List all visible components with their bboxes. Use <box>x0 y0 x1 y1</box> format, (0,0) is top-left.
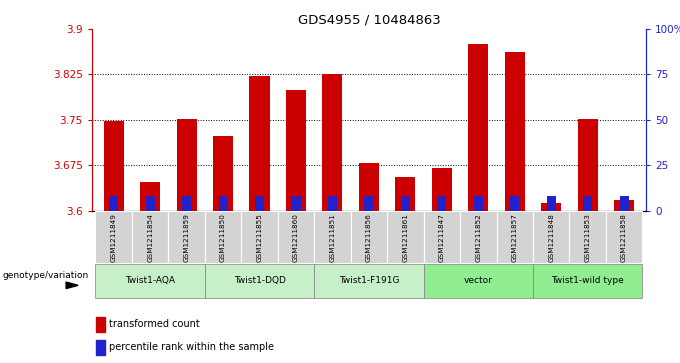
Text: Twist1-AQA: Twist1-AQA <box>125 276 175 285</box>
Text: percentile rank within the sample: percentile rank within the sample <box>109 342 274 352</box>
Bar <box>359 163 379 211</box>
Text: GSM1211849: GSM1211849 <box>111 213 117 262</box>
Bar <box>182 196 191 211</box>
Bar <box>96 339 105 355</box>
Bar <box>292 196 301 211</box>
Bar <box>96 317 105 332</box>
Bar <box>619 196 629 211</box>
Bar <box>614 200 634 211</box>
Bar <box>103 121 124 211</box>
Bar <box>533 211 569 263</box>
Bar <box>218 196 228 211</box>
Bar <box>140 182 160 211</box>
Bar <box>387 211 424 263</box>
Bar <box>424 264 533 298</box>
Title: GDS4955 / 10484863: GDS4955 / 10484863 <box>298 13 440 26</box>
Text: genotype/variation: genotype/variation <box>3 272 89 280</box>
Bar <box>213 136 233 211</box>
Text: GSM1211850: GSM1211850 <box>220 213 226 262</box>
Bar <box>577 119 598 211</box>
Text: GSM1211857: GSM1211857 <box>512 213 517 262</box>
Text: GSM1211848: GSM1211848 <box>548 213 554 262</box>
Text: GSM1211859: GSM1211859 <box>184 213 190 262</box>
Bar <box>205 264 314 298</box>
Text: transformed count: transformed count <box>109 319 200 330</box>
Bar <box>533 264 643 298</box>
Bar <box>432 168 452 211</box>
Text: GSM1211861: GSM1211861 <box>403 213 409 262</box>
Bar <box>505 52 525 211</box>
Bar <box>474 196 483 211</box>
Bar <box>241 211 277 263</box>
Text: GSM1211856: GSM1211856 <box>366 213 372 262</box>
Bar <box>255 196 264 211</box>
Bar <box>177 119 197 211</box>
Bar <box>109 196 118 211</box>
Text: GSM1211851: GSM1211851 <box>329 213 335 262</box>
Bar <box>169 211 205 263</box>
Text: GSM1211860: GSM1211860 <box>293 213 299 262</box>
Text: GSM1211855: GSM1211855 <box>256 213 262 262</box>
Text: GSM1211852: GSM1211852 <box>475 213 481 262</box>
Bar <box>132 211 169 263</box>
Text: GSM1211854: GSM1211854 <box>147 213 153 262</box>
Text: Twist1-F191G: Twist1-F191G <box>339 276 399 285</box>
Bar <box>351 211 387 263</box>
Polygon shape <box>66 282 78 289</box>
Text: vector: vector <box>464 276 493 285</box>
Bar <box>606 211 643 263</box>
Text: Twist1-DQD: Twist1-DQD <box>234 276 286 285</box>
Bar <box>314 211 351 263</box>
Bar <box>250 76 269 211</box>
Bar <box>437 196 446 211</box>
Bar <box>424 211 460 263</box>
Text: GSM1211853: GSM1211853 <box>585 213 591 262</box>
Bar <box>583 196 592 211</box>
Bar <box>541 203 561 211</box>
Bar <box>95 264 205 298</box>
Bar <box>314 264 424 298</box>
Bar <box>364 196 373 211</box>
Bar <box>205 211 241 263</box>
Text: Twist1-wild type: Twist1-wild type <box>551 276 624 285</box>
Bar <box>277 211 314 263</box>
Bar <box>510 196 520 211</box>
Bar <box>286 90 306 211</box>
Bar <box>401 196 410 211</box>
Text: GSM1211858: GSM1211858 <box>621 213 627 262</box>
Bar <box>146 196 154 211</box>
Bar <box>469 44 488 211</box>
Bar <box>460 211 496 263</box>
Bar <box>569 211 606 263</box>
Bar <box>496 211 533 263</box>
Bar <box>547 196 556 211</box>
Bar <box>95 211 132 263</box>
Text: GSM1211847: GSM1211847 <box>439 213 445 262</box>
Bar <box>322 74 343 211</box>
Bar <box>328 196 337 211</box>
Bar <box>395 177 415 211</box>
